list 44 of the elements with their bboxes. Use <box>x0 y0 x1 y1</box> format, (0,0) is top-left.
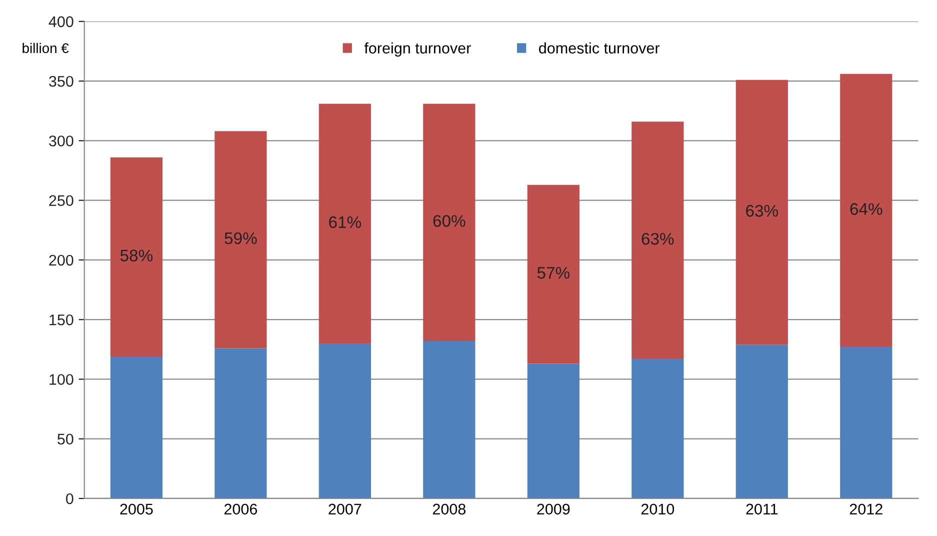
y-tick-label: 350 <box>49 76 74 87</box>
y-tick-label: 50 <box>58 434 74 445</box>
x-tick-label: 2008 <box>432 504 466 515</box>
bar <box>110 157 163 357</box>
annotation: 60% <box>433 215 466 227</box>
y-tick-label: 300 <box>49 136 74 146</box>
x-tick-label: 2010 <box>641 504 674 515</box>
x-tick-label: 2005 <box>120 504 153 515</box>
y-tick-label: 400 <box>48 16 74 28</box>
bar <box>423 104 476 342</box>
bar <box>736 80 788 345</box>
x-tick-label: 2007 <box>328 504 362 515</box>
bar <box>736 344 788 498</box>
bar <box>318 104 371 344</box>
annotation: 61% <box>329 216 362 228</box>
bar <box>214 348 267 498</box>
bar <box>214 131 267 348</box>
annotation: 63% <box>642 232 674 245</box>
annotation: 63% <box>746 204 778 217</box>
bar <box>527 184 580 364</box>
annotation: 58% <box>120 250 153 262</box>
annotation: 59% <box>224 232 257 244</box>
x-tick-label: 2006 <box>224 504 258 515</box>
bar <box>840 74 892 348</box>
bar <box>527 364 580 498</box>
y-tick-label: 0 <box>66 493 74 504</box>
x-tick-label: 2009 <box>537 504 570 515</box>
bar <box>110 356 163 498</box>
legend-label: foreign turnover <box>364 42 471 57</box>
y-tick-label: 200 <box>49 254 74 266</box>
annotation: 64% <box>850 203 882 215</box>
y-tick-label: 100 <box>50 374 74 385</box>
legend-label: domestic turnover <box>539 42 660 54</box>
bar <box>632 122 684 359</box>
bar <box>423 341 476 498</box>
y-tick-label: 250 <box>49 195 74 206</box>
x-tick-label: 2011 <box>746 504 778 515</box>
annotation: 57% <box>537 267 570 279</box>
bar <box>632 358 684 498</box>
y-tick-label: 150 <box>50 314 74 326</box>
bar <box>840 347 892 498</box>
y-axis-title: billion € <box>22 42 69 54</box>
x-tick-label: 2012 <box>850 504 882 515</box>
bar <box>318 343 371 498</box>
